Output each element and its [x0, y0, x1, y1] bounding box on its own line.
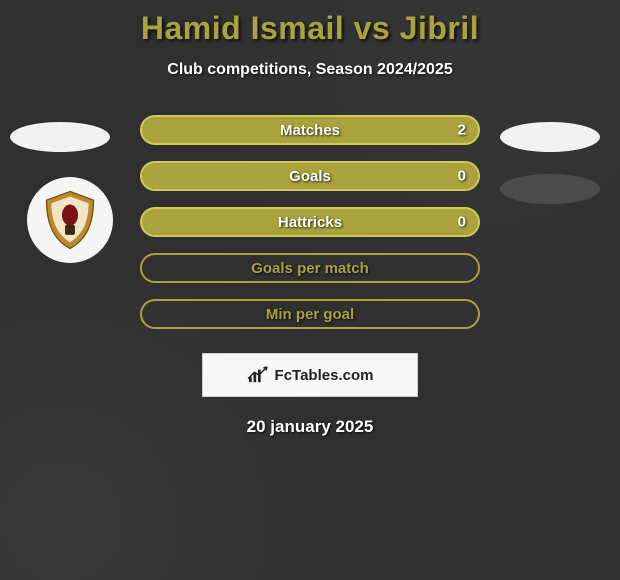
stat-row-goals: Goals 0 — [140, 161, 480, 191]
stat-row-goals-per-match: Goals per match — [140, 253, 480, 283]
watermark-text: FcTables.com — [275, 367, 374, 384]
subtitle: Club competitions, Season 2024/2025 — [0, 61, 620, 79]
stat-label: Matches — [280, 122, 340, 139]
stat-value: 0 — [458, 168, 466, 185]
player-right-placeholder-2 — [500, 174, 600, 204]
stat-label: Min per goal — [266, 306, 354, 323]
bar-chart-icon — [247, 366, 269, 384]
stat-label: Hattricks — [278, 214, 342, 231]
date-text: 20 january 2025 — [0, 417, 620, 437]
player-right-placeholder-1 — [500, 122, 600, 152]
stat-value: 0 — [458, 214, 466, 231]
watermark: FcTables.com — [202, 353, 418, 397]
page-title: Hamid Ismail vs Jibril — [0, 0, 620, 47]
stat-value: 2 — [458, 122, 466, 139]
stat-row-hattricks: Hattricks 0 — [140, 207, 480, 237]
shield-icon — [39, 189, 101, 251]
stat-label: Goals — [289, 168, 331, 185]
stat-row-min-per-goal: Min per goal — [140, 299, 480, 329]
club-crest — [27, 177, 113, 263]
stat-row-matches: Matches 2 — [140, 115, 480, 145]
stat-label: Goals per match — [251, 260, 369, 277]
player-left-placeholder — [10, 122, 110, 152]
